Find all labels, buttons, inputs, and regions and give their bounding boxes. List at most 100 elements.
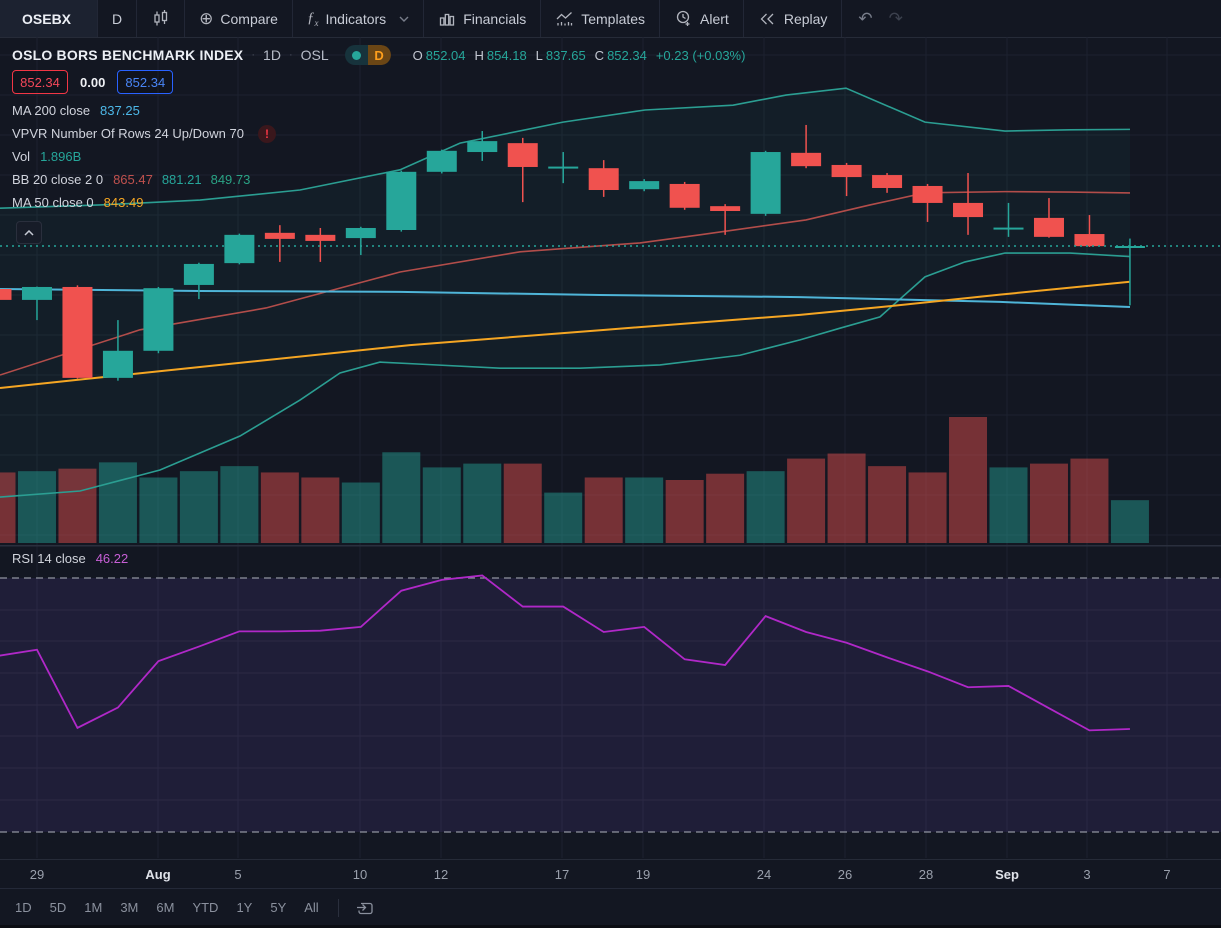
toolbar-divider: [659, 0, 661, 37]
market-open-dot-icon: [344, 45, 368, 65]
candle-body: [183, 263, 214, 285]
sell-button[interactable]: 852.34: [12, 70, 68, 94]
chart-style-button[interactable]: [137, 0, 184, 37]
time-axis[interactable]: 29 Aug 5 10 12 17 19 24 26 28 Sep 3 7: [0, 859, 1221, 889]
candle-body: [629, 181, 660, 190]
time-tick: 5: [234, 867, 242, 882]
range-ytd[interactable]: YTD: [192, 900, 219, 915]
undo-icon[interactable]: ↶: [858, 8, 873, 28]
candle-body: [224, 234, 255, 264]
open-key: O: [412, 47, 423, 63]
candle-body: [993, 227, 1024, 230]
toolbar-divider: [841, 0, 843, 37]
bollinger-fill: [0, 88, 1130, 498]
time-tick: 19: [635, 867, 651, 882]
candle-body: [1114, 246, 1145, 248]
financials-bars-icon: [438, 10, 456, 28]
time-tick: 3: [1083, 867, 1091, 882]
candle-body: [1074, 234, 1105, 247]
volume-bar: [827, 453, 866, 543]
candle-body: [143, 288, 174, 351]
volume-bar: [1110, 500, 1149, 543]
vpvr-warning-icon[interactable]: !: [257, 124, 276, 143]
alert-button[interactable]: Alert: [660, 0, 743, 37]
buy-button[interactable]: 852.34: [117, 70, 174, 94]
rsi-value: 46.22: [95, 551, 129, 566]
time-tick: Sep: [995, 867, 1019, 882]
candle-body: [507, 143, 538, 167]
volume-bar: [422, 467, 461, 543]
candle-body: [0, 288, 12, 300]
candle-body: [345, 227, 376, 239]
candle-body: [21, 286, 52, 300]
candle-body: [467, 141, 498, 153]
range-6m[interactable]: 6M: [156, 900, 175, 915]
legend-row-ma200[interactable]: MA 200 close 837.25: [12, 99, 140, 122]
candle-body: [1033, 217, 1064, 237]
top-toolbar: OSEBX D ⊕ Compare ƒx Indicators: [0, 0, 1221, 38]
compare-button[interactable]: ⊕ Compare: [185, 0, 292, 37]
range-1y[interactable]: 1Y: [236, 900, 253, 915]
time-tick: Aug: [145, 867, 171, 882]
legend-row-volume[interactable]: Vol 1.896B: [12, 145, 81, 168]
pane-separator[interactable]: [0, 545, 1221, 547]
header-interval[interactable]: 1D: [263, 47, 281, 63]
legend-row-bollinger[interactable]: BB 20 close 2 0 865.47 881.21 849.73: [12, 168, 250, 191]
financials-button[interactable]: Financials: [424, 0, 540, 37]
time-tick: 17: [554, 867, 570, 882]
legend-row-vpvr[interactable]: VPVR Number Of Rows 24 Up/Down 70 !: [12, 122, 276, 145]
volume-bar: [584, 477, 623, 543]
templates-chart-icon: [555, 10, 574, 28]
header-separator: ·: [288, 49, 293, 61]
replay-button[interactable]: Replay: [744, 0, 842, 37]
market-status-toggle[interactable]: D: [344, 45, 391, 65]
volume-bar: [463, 463, 502, 543]
header-exchange[interactable]: OSL: [300, 47, 329, 63]
interval-button[interactable]: D: [98, 0, 136, 37]
time-tick: 24: [756, 867, 772, 882]
toolbar-divider: [423, 0, 425, 37]
volume-bar: [787, 458, 826, 543]
redo-icon[interactable]: ↷: [888, 8, 903, 28]
range-1m[interactable]: 1M: [84, 900, 103, 915]
toolbar-divider: [291, 0, 293, 37]
ma200-value: 837.25: [100, 103, 140, 118]
collapse-legend-button[interactable]: [16, 221, 42, 244]
legend-row-ma50[interactable]: MA 50 close 0 843.49: [12, 191, 143, 214]
range-1d[interactable]: 1D: [15, 900, 32, 915]
templates-button[interactable]: Templates: [541, 0, 659, 37]
symbol-title[interactable]: OSLO BORS BENCHMARK INDEX: [12, 47, 244, 63]
bb-upper-line: [0, 87, 1131, 209]
range-3m[interactable]: 3M: [120, 900, 139, 915]
bb-lower-line: [0, 252, 1131, 498]
volume-bar: [341, 482, 380, 543]
volume-bar: [98, 462, 137, 543]
volume-bar: [58, 468, 97, 543]
indicators-label: Indicators: [325, 10, 387, 27]
chart-canvas[interactable]: [0, 37, 1221, 858]
replay-label: Replay: [783, 10, 828, 27]
bb-lower-value: 849.73: [210, 172, 251, 187]
toolbar-divider: [742, 0, 744, 37]
range-5y[interactable]: 5Y: [270, 900, 287, 915]
change-value: +0.23 (+0.03%): [655, 47, 746, 63]
chevron-down-icon: [399, 16, 409, 22]
candle-body: [912, 185, 943, 203]
go-to-date-button[interactable]: [349, 896, 381, 919]
range-5d[interactable]: 5D: [49, 900, 67, 915]
candle-body: [588, 168, 619, 191]
ohlc-readout: O 852.04 H 854.18 L 837.65 C 852.34 +0.23 (+…: [413, 48, 746, 63]
time-tick: 26: [837, 867, 853, 882]
rsi-legend-row[interactable]: RSI 14 close 46.22: [12, 551, 128, 566]
range-all[interactable]: All: [304, 900, 319, 915]
candle-body: [750, 152, 781, 214]
symbol-button[interactable]: OSEBX: [0, 0, 98, 37]
indicator-legend: MA 200 close 837.25 VPVR Number Of Rows …: [12, 99, 276, 214]
volume-bar: [949, 417, 988, 543]
indicators-button[interactable]: ƒx Indicators: [293, 0, 423, 37]
open-value: 852.04: [425, 47, 466, 63]
time-tick: 7: [1163, 867, 1171, 882]
volume-value: 1.896B: [40, 149, 82, 164]
trade-panel: 852.34 0.00 852.34: [12, 70, 174, 94]
